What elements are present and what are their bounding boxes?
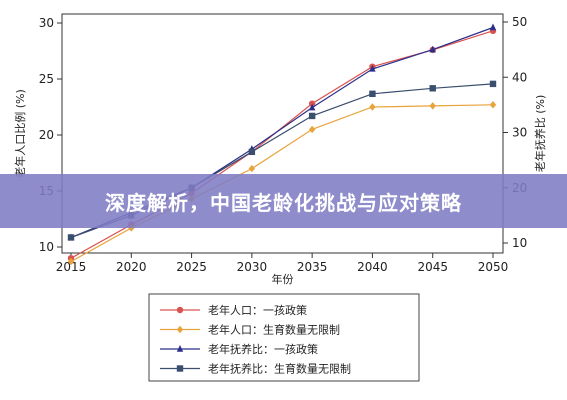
y-right-tick-label: 50 xyxy=(512,15,527,29)
legend-entry: 老年人口：一孩政策 xyxy=(208,303,307,317)
data-point xyxy=(308,112,316,120)
data-point xyxy=(308,103,316,111)
data-point xyxy=(489,80,497,88)
y-left-tick-label: 10 xyxy=(39,240,54,254)
data-point xyxy=(489,23,497,31)
legend-marker xyxy=(176,365,184,372)
legend-entry: 老年抚养比：生育数量无限制 xyxy=(208,362,351,376)
data-point xyxy=(248,148,256,156)
data-point xyxy=(429,85,436,92)
x-tick-label: 2025 xyxy=(176,260,207,274)
title-banner: 深度解析，中国老龄化挑战与应对策略 xyxy=(0,174,567,228)
data-point xyxy=(308,125,316,134)
legend-entry: 老年人口：生育数量无限制 xyxy=(208,323,340,337)
y-left-tick-label: 25 xyxy=(39,72,54,86)
data-point xyxy=(369,64,376,72)
y-left-axis-label: 老年人口比例 (%) xyxy=(13,89,27,178)
x-tick-label: 2050 xyxy=(478,260,509,274)
plot-frame xyxy=(61,13,504,254)
legend-marker xyxy=(176,345,184,352)
y-right-tick-label: 30 xyxy=(512,126,527,140)
banner-title: 深度解析，中国老龄化挑战与应对策略 xyxy=(105,190,462,215)
data-point xyxy=(369,90,376,98)
legend-entry: 老年抚养比：一孩政策 xyxy=(208,342,318,356)
x-tick-label: 2015 xyxy=(56,260,87,274)
legend-marker xyxy=(176,325,184,334)
data-point xyxy=(248,164,256,173)
x-tick-label: 2035 xyxy=(297,260,328,274)
x-tick-label: 2040 xyxy=(357,260,388,274)
legend-box xyxy=(148,293,420,382)
x-tick-label: 2045 xyxy=(417,260,448,274)
legend-marker xyxy=(176,306,184,314)
data-point xyxy=(67,234,75,241)
y-right-axis-label: 老年抚养比 (%) xyxy=(533,95,547,173)
x-axis-label: 年份 xyxy=(272,272,294,286)
x-tick-label: 2030 xyxy=(237,260,268,274)
data-point xyxy=(429,102,436,110)
data-point xyxy=(429,45,436,53)
y-right-tick-label: 10 xyxy=(512,236,527,250)
y-left-tick-label: 20 xyxy=(39,128,54,142)
y-left-tick-label: 30 xyxy=(39,16,54,30)
x-tick-label: 2020 xyxy=(116,260,147,274)
data-point xyxy=(67,257,75,266)
y-right-tick-label: 40 xyxy=(512,70,527,84)
data-point xyxy=(369,103,376,111)
data-point xyxy=(489,101,497,109)
